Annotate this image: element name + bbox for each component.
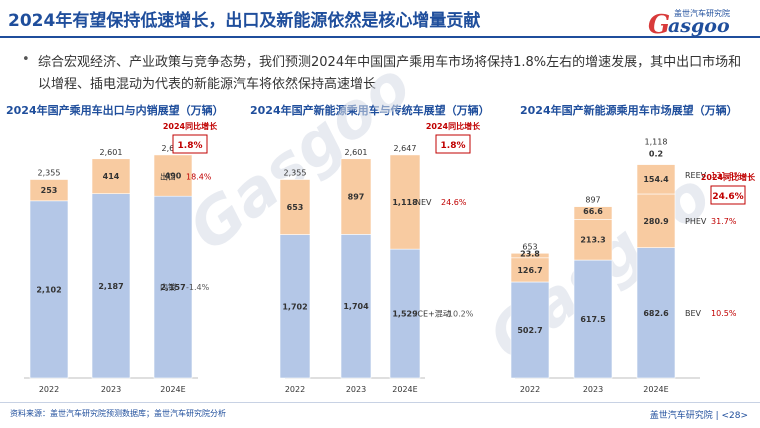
chart3-title: 2024年国产新能源乘用车市场展望（万辆） <box>520 104 738 117</box>
chart1-bar-出口-2024E <box>153 154 193 197</box>
chart2-legend-NEV: NEV <box>415 198 432 207</box>
chart3-tick-label: 2024E <box>643 385 668 394</box>
chart3-growth-REEV: 131.8% <box>711 171 742 180</box>
chart1-bar-内销-2024E <box>153 195 193 379</box>
logo-en-text: asgoo <box>668 15 730 37</box>
chart3-bar-BEV-2022 <box>510 281 550 379</box>
page-title: 2024年有望保持低速增长，出口及新能源依然是核心增量贡献 <box>8 11 481 31</box>
chart1-bar-出口-2023 <box>91 158 131 194</box>
chart2-value-label: 1,529 <box>392 310 418 319</box>
chart2-bar-NEV-2024E <box>389 154 421 250</box>
page-number: 盖世汽车研究院 | <28> <box>649 411 748 421</box>
chart2-value-label: 897 <box>348 193 365 202</box>
chart1-total-label: 2,355 <box>38 169 61 178</box>
chart1-tick-label: 2022 <box>39 385 59 394</box>
chart2-title: 2024年国产新能源乘用车与传统车展望（万辆） <box>250 104 490 117</box>
chart2-value-label: 1,704 <box>343 302 369 311</box>
title-divider <box>0 36 760 38</box>
chart3-total-label: 1,118 <box>645 137 668 146</box>
chart1-tick-label: 2023 <box>101 385 121 394</box>
chart3-value-label: 502.7 <box>517 326 542 335</box>
chart1-value-label: 253 <box>41 186 58 195</box>
chart3-value-label: 126.7 <box>517 266 542 275</box>
chart2-growth-NEV: 24.6% <box>441 198 467 207</box>
chart3-growth-BEV: 10.5% <box>711 309 737 318</box>
chart3-legend-REEV: REEV <box>685 171 707 180</box>
chart2-tick-label: 2022 <box>285 385 305 394</box>
logo-g-mark: G <box>648 10 671 40</box>
chart2-bar-NEV-2023 <box>340 158 372 235</box>
chart2-growth-box <box>435 134 471 154</box>
chart2-value-label: 1,118 <box>392 198 418 207</box>
chart2-bar-ICE+混动-2024E <box>389 248 421 379</box>
chart3-bar-REEV-2023 <box>573 206 613 220</box>
chart2-legend-ICE+混动: ICE+混动 <box>415 309 451 319</box>
chart3-value-label: 0.2 <box>649 150 663 159</box>
chart2-total-label: 2,355 <box>284 169 307 178</box>
chart1-title: 2024年国产乘用车出口与内销展望（万辆） <box>6 104 224 117</box>
chart1-legend-出口: 出口 <box>160 172 176 182</box>
chart1-growth-box <box>172 134 208 154</box>
chart1-value-label: 2,157 <box>160 283 185 292</box>
chart2-bar-ICE+混动-2023 <box>340 234 372 379</box>
chart3-bar-PHEV-2024E <box>636 193 676 248</box>
chart3-value-label: 154.4 <box>643 175 669 184</box>
chart2-tick-label: 2024E <box>392 385 417 394</box>
chart3-bar-BEV-2023 <box>573 259 613 379</box>
footer-divider <box>0 402 760 403</box>
chart3-value-label: 23.8 <box>520 250 540 259</box>
chart1-value-label: 2,187 <box>98 282 123 291</box>
chart3-growth-value: 24.6% <box>712 192 743 202</box>
chart3-value-label: 280.9 <box>643 217 669 226</box>
chart3-tick-label: 2022 <box>520 385 540 394</box>
chart1-value-label: 2,102 <box>36 285 61 294</box>
chart2-total-label: 2,601 <box>345 148 368 157</box>
chart2-total-label: 2,647 <box>394 144 417 153</box>
summary-text: 综合宏观经济、产业政策与竞争态势，我们预测2024年中国国产乘用车市场将保持1.… <box>38 55 742 92</box>
chart2-growth-ICE+混动: -10.2% <box>445 310 474 319</box>
chart3-value-label: 66.6 <box>583 207 603 216</box>
chart1-growth-出口: 18.4% <box>186 173 212 182</box>
chart1-value-label: 490 <box>165 172 182 181</box>
chart1-value-label: 414 <box>103 172 120 181</box>
chart2-tick-label: 2023 <box>346 385 366 394</box>
chart2-value-label: 653 <box>287 203 304 212</box>
chart3-growth-box <box>710 185 746 205</box>
logo-cn-text: 盖世汽车研究院 <box>674 9 730 18</box>
chart3-bar-REEV-2022 <box>510 252 550 259</box>
chart1-legend-内销: 内销 <box>160 282 176 292</box>
chart2-growth-value: 1.8% <box>441 141 466 151</box>
chart3-tick-label: 2023 <box>583 385 603 394</box>
chart1-bar-内销-2023 <box>91 193 131 379</box>
chart1-bar-出口-2022 <box>29 179 69 202</box>
chart2-bar-NEV-2022 <box>279 179 311 235</box>
chart3-value-label: 213.3 <box>580 236 605 245</box>
chart1-tick-label: 2024E <box>160 385 185 394</box>
chart2-value-label: 1,702 <box>282 302 307 311</box>
chart3-value-label: 682.6 <box>643 309 669 318</box>
chart1-growth-value: 1.8% <box>178 141 203 151</box>
chart3-total-label: 897 <box>585 196 600 205</box>
chart3-value-label: 617.5 <box>580 315 606 324</box>
chart1-growth-heading: 2024同比增长 <box>163 121 218 131</box>
bullet-dot: • <box>22 52 30 67</box>
gasgoo-logo: G 盖世汽车研究院 asgoo <box>640 8 750 40</box>
chart1-total-label: 2,601 <box>100 148 123 157</box>
chart3-bar-BEV-2024E <box>636 247 676 379</box>
chart3-total-label: 653 <box>522 242 537 251</box>
chart3-legend-PHEV: PHEV <box>685 217 707 226</box>
chart3-growth-PHEV: 31.7% <box>711 217 737 226</box>
chart3-legend-BEV: BEV <box>685 309 702 318</box>
chart1-growth-内销: -1.4% <box>186 283 210 292</box>
chart1-bar-内销-2022 <box>29 200 69 379</box>
source-note: 资料来源：盖世汽车研究院预测数据库；盖世汽车研究院分析 <box>10 409 226 418</box>
chart3-growth-heading: 2024同比增长 <box>701 172 756 182</box>
chart2-growth-heading: 2024同比增长 <box>426 121 481 131</box>
chart2-bar-ICE+混动-2022 <box>279 234 311 379</box>
